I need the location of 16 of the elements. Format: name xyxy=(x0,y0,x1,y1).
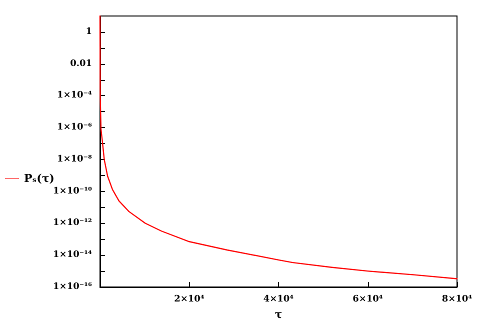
y-tick-label: 1×10⁻¹² xyxy=(53,218,92,228)
x-tick-label: 4×10⁴ xyxy=(263,294,294,304)
x-tick-label: 2×10⁴ xyxy=(174,294,204,304)
y-tick-label: 1 xyxy=(86,26,92,37)
x-tick-label: 8×10⁴ xyxy=(442,294,472,304)
x-tick-label: 6×10⁴ xyxy=(352,294,383,304)
line-series xyxy=(99,15,458,280)
y-tick-label: 1×10⁻⁸ xyxy=(56,154,92,164)
y-tick-label: 1×10⁻¹⁴ xyxy=(53,250,92,260)
y-tick-label: 1×10⁻¹⁶ xyxy=(53,282,92,292)
legend-label: Pₛ(τ) xyxy=(24,172,54,185)
y-tick-label: 0.01 xyxy=(70,58,92,69)
x-axis-title: τ xyxy=(274,308,282,321)
y-tick-label: 1×10⁻⁶ xyxy=(56,122,92,133)
y-tick-label: 1×10⁻¹⁰ xyxy=(53,186,92,196)
y-tick-label: 1×10⁻⁴ xyxy=(56,90,92,101)
